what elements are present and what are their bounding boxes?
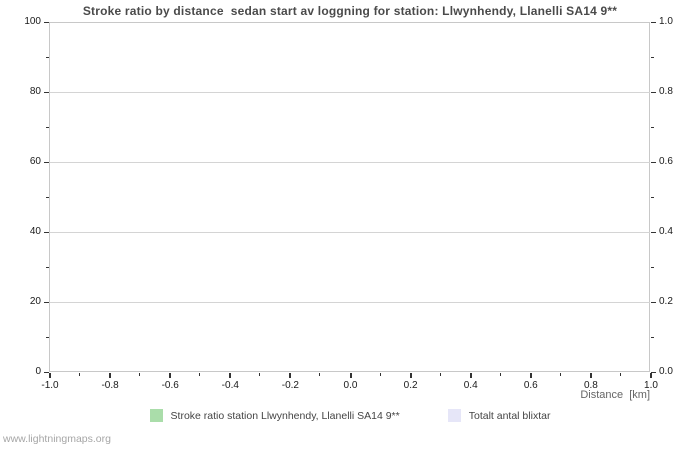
x-tick-label: -0.4 bbox=[221, 380, 239, 391]
y-left-tick-label: 80 bbox=[29, 86, 41, 97]
x-major-tick bbox=[650, 373, 652, 378]
x-tick-label: 0.0 bbox=[343, 380, 358, 391]
y-right-tick-label: 0.2 bbox=[659, 296, 673, 307]
y-left-tick-label: 100 bbox=[24, 16, 41, 27]
y-left-minor-tick bbox=[46, 267, 49, 268]
y-right-major-tick bbox=[651, 232, 656, 233]
x-major-tick bbox=[409, 373, 412, 378]
y-right-major-tick bbox=[651, 92, 656, 93]
gridline bbox=[49, 162, 650, 163]
x-major-tick bbox=[529, 373, 532, 378]
x-axis-label: Distance [km] bbox=[580, 389, 650, 401]
legend: Stroke ratio station Llwynhendy, Llanell… bbox=[0, 409, 700, 422]
legend-label-stroke-ratio: Stroke ratio station Llwynhendy, Llanell… bbox=[170, 409, 400, 422]
y-left-tick-label: 60 bbox=[29, 156, 41, 167]
x-minor-tick bbox=[259, 373, 261, 376]
x-major-tick bbox=[109, 373, 112, 378]
x-major-tick bbox=[289, 373, 292, 378]
y-right-minor-tick bbox=[651, 57, 654, 58]
y-left-minor-tick bbox=[46, 57, 49, 58]
y-left-major-tick bbox=[44, 302, 49, 303]
y-right-minor-tick bbox=[651, 197, 654, 198]
y-right-tick-label: 0.4 bbox=[659, 226, 673, 237]
y-left-minor-tick bbox=[46, 197, 49, 198]
y-right-tick-label: 0.6 bbox=[659, 156, 673, 167]
x-minor-tick bbox=[439, 373, 441, 376]
y-left-minor-tick bbox=[46, 127, 49, 128]
y-right-tick-label: 1.0 bbox=[659, 16, 673, 27]
x-tick-label: -0.6 bbox=[161, 380, 179, 391]
y-right-minor-tick bbox=[651, 127, 654, 128]
y-right-major-tick bbox=[651, 162, 656, 163]
x-tick-label: -0.2 bbox=[281, 380, 299, 391]
y-right-major-tick bbox=[651, 22, 656, 23]
x-minor-tick bbox=[379, 373, 381, 376]
x-minor-tick bbox=[79, 373, 81, 376]
y-left-minor-tick bbox=[46, 337, 49, 338]
y-left-tick-label: 40 bbox=[29, 226, 41, 237]
legend-item-stroke-ratio: Stroke ratio station Llwynhendy, Llanell… bbox=[149, 409, 400, 422]
legend-swatch-total-strikes bbox=[447, 409, 461, 422]
x-minor-tick bbox=[319, 373, 321, 376]
plot-area bbox=[49, 22, 650, 372]
y-left-tick-label: 0 bbox=[35, 366, 41, 377]
gridline bbox=[49, 232, 650, 233]
legend-swatch-stroke-ratio bbox=[149, 409, 163, 422]
x-major-tick bbox=[589, 373, 592, 378]
y-right-minor-tick bbox=[651, 337, 654, 338]
x-tick-label: 0.2 bbox=[403, 380, 418, 391]
x-minor-tick bbox=[499, 373, 501, 376]
y-left-tick-label: 20 bbox=[29, 296, 41, 307]
legend-item-total-strikes: Totalt antal blixtar bbox=[447, 409, 551, 422]
x-major-tick bbox=[469, 373, 472, 378]
y-right-tick-label: 0.8 bbox=[659, 86, 673, 97]
x-major-tick bbox=[49, 373, 51, 378]
x-tick-label: 0.8 bbox=[583, 380, 598, 391]
y-left-major-tick bbox=[44, 92, 49, 93]
y-right-major-tick bbox=[651, 302, 656, 303]
legend-label-total-strikes: Totalt antal blixtar bbox=[468, 409, 551, 422]
x-major-tick bbox=[169, 373, 172, 378]
chart-title: Stroke ratio by distance sedan start av … bbox=[82, 4, 618, 18]
x-major-tick bbox=[349, 373, 352, 378]
x-major-tick bbox=[229, 373, 232, 378]
x-tick-label: 0.6 bbox=[523, 380, 538, 391]
y-left-major-tick bbox=[44, 232, 49, 233]
gridline bbox=[49, 92, 650, 93]
y-right-tick-label: 0.0 bbox=[659, 366, 673, 377]
y-right-major-tick bbox=[651, 372, 656, 373]
x-tick-label: -1.0 bbox=[41, 380, 59, 391]
x-minor-tick bbox=[199, 373, 201, 376]
x-minor-tick bbox=[619, 373, 621, 376]
y-right-minor-tick bbox=[651, 267, 654, 268]
gridline bbox=[49, 302, 650, 303]
x-tick-label: 1.0 bbox=[644, 380, 658, 391]
y-left-major-tick bbox=[44, 372, 49, 373]
y-left-major-tick bbox=[44, 162, 49, 163]
x-minor-tick bbox=[139, 373, 141, 376]
x-tick-label: 0.4 bbox=[463, 380, 478, 391]
watermark: www.lightningmaps.org bbox=[3, 433, 111, 445]
x-minor-tick bbox=[559, 373, 561, 376]
y-left-major-tick bbox=[44, 22, 49, 23]
x-tick-label: -0.8 bbox=[101, 380, 119, 391]
